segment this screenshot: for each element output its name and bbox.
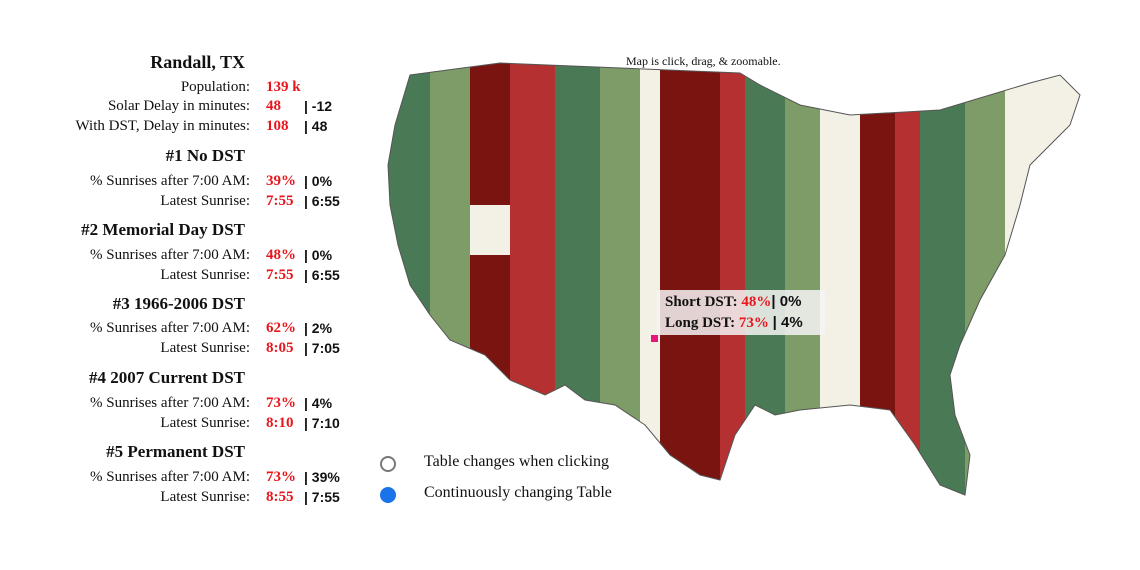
timezone-bands	[388, 63, 1080, 495]
band	[1005, 63, 1080, 495]
pct-label: % Sunrises after 7:00 AM:	[90, 247, 250, 263]
tooltip-short-value: 48%	[741, 294, 772, 310]
pct-label: % Sunrises after 7:00 AM:	[90, 320, 250, 336]
solar-delay-value2: | -12	[304, 98, 333, 114]
pct-value: 48%	[266, 247, 296, 263]
band	[895, 63, 920, 495]
scenario-latest-row: Latest Sunrise: 8:10 | 7:10	[0, 415, 360, 435]
scenario-latest-row: Latest Sunrise: 8:55 | 7:55	[0, 489, 360, 509]
scenario-heading: #1 No DST	[165, 146, 245, 165]
pct-value2: | 4%	[304, 395, 333, 411]
pct-value: 73%	[266, 469, 296, 485]
pct-value: 62%	[266, 320, 296, 336]
band	[745, 63, 785, 495]
pct-label: % Sunrises after 7:00 AM:	[90, 395, 250, 411]
mode-continuous-label: Continuously changing Table	[424, 484, 612, 501]
tooltip-long-value2: | 4%	[772, 314, 803, 331]
latest-label: Latest Sunrise:	[160, 489, 250, 505]
band	[720, 63, 745, 495]
band	[470, 63, 510, 205]
us-outline	[387, 62, 1081, 496]
band	[640, 63, 660, 495]
pct-value: 39%	[266, 173, 296, 189]
tooltip-short-label: Short DST:	[665, 294, 738, 310]
band	[470, 255, 510, 495]
pct-value2: | 39%	[304, 469, 340, 485]
latest-value: 7:55	[266, 193, 294, 209]
latest-label: Latest Sunrise:	[160, 340, 250, 356]
tooltip-long-label: Long DST:	[665, 315, 736, 331]
scenario-latest-row: Latest Sunrise: 7:55 | 6:55	[0, 193, 360, 213]
solar-delay-row: Solar Delay in minutes: 48 | -12	[0, 98, 360, 118]
dst-delay-value: 108	[266, 118, 289, 134]
latest-value2: | 7:10	[304, 415, 340, 431]
band	[388, 63, 430, 495]
map-tooltip: Short DST: 48%| 0% Long DST: 73% | 4%	[657, 290, 825, 335]
band	[965, 63, 1005, 495]
scenario-heading: #2 Memorial Day DST	[81, 220, 245, 239]
scenario-latest-row: Latest Sunrise: 8:05 | 7:05	[0, 340, 360, 360]
tooltip-long: Long DST: 73% | 4%	[665, 314, 803, 332]
scenario-pct-row: % Sunrises after 7:00 AM: 48% | 0%	[0, 247, 360, 267]
latest-value2: | 7:55	[304, 489, 340, 505]
county-title: Randall, TX	[150, 52, 245, 72]
scenario-pct-row: % Sunrises after 7:00 AM: 39% | 0%	[0, 173, 360, 193]
selected-location-marker	[651, 335, 658, 342]
solar-delay-value: 48	[266, 98, 281, 114]
us-map-svg[interactable]	[380, 55, 1100, 510]
latest-value: 8:05	[266, 340, 294, 356]
us-map[interactable]	[380, 55, 1100, 510]
pct-value2: | 2%	[304, 320, 333, 336]
pct-value2: | 0%	[304, 247, 333, 263]
scenario-pct-row: % Sunrises after 7:00 AM: 73% | 4%	[0, 395, 360, 415]
band	[820, 63, 860, 495]
band	[555, 63, 600, 495]
scenario-latest-row: Latest Sunrise: 7:55 | 6:55	[0, 267, 360, 287]
scenario-heading: #4 2007 Current DST	[89, 368, 245, 387]
dst-delay-value2: | 48	[304, 118, 328, 134]
population-label: Population:	[180, 79, 250, 95]
latest-value: 7:55	[266, 267, 294, 283]
radio-unselected-icon[interactable]	[380, 456, 396, 472]
tooltip-long-value: 73%	[738, 315, 769, 331]
latest-label: Latest Sunrise:	[160, 193, 250, 209]
band	[600, 63, 640, 495]
scenario-heading: #5 Permanent DST	[106, 442, 245, 461]
band	[920, 63, 965, 495]
band	[785, 63, 820, 495]
population-value: 139 k	[266, 79, 301, 95]
map-note: Map is click, drag, & zoomable.	[626, 54, 781, 68]
dst-delay-label: With DST, Delay in minutes:	[75, 118, 250, 134]
pct-label: % Sunrises after 7:00 AM:	[90, 173, 250, 189]
radio-selected-icon[interactable]	[380, 487, 396, 503]
latest-value2: | 6:55	[304, 193, 340, 209]
pct-label: % Sunrises after 7:00 AM:	[90, 469, 250, 485]
band	[510, 63, 555, 495]
latest-label: Latest Sunrise:	[160, 267, 250, 283]
scenario-pct-row: % Sunrises after 7:00 AM: 73% | 39%	[0, 469, 360, 489]
band	[430, 63, 470, 495]
latest-value: 8:55	[266, 489, 294, 505]
mode-click-label: Table changes when clicking	[424, 453, 610, 470]
pct-value: 73%	[266, 395, 296, 411]
population-row: Population: 139 k	[0, 79, 360, 99]
solar-delay-label: Solar Delay in minutes:	[107, 98, 250, 114]
latest-value2: | 7:05	[304, 340, 340, 356]
tooltip-short-value2: | 0%	[771, 293, 802, 310]
latest-value2: | 6:55	[304, 267, 340, 283]
dst-delay-row: With DST, Delay in minutes: 108 | 48	[0, 118, 360, 138]
band	[860, 63, 895, 495]
pct-value2: | 0%	[304, 173, 333, 189]
scenario-heading: #3 1966-2006 DST	[112, 294, 245, 313]
tooltip-short: Short DST: 48%| 0%	[665, 293, 801, 311]
scenario-pct-row: % Sunrises after 7:00 AM: 62% | 2%	[0, 320, 360, 340]
latest-label: Latest Sunrise:	[160, 415, 250, 431]
latest-value: 8:10	[266, 415, 294, 431]
band	[660, 63, 720, 495]
